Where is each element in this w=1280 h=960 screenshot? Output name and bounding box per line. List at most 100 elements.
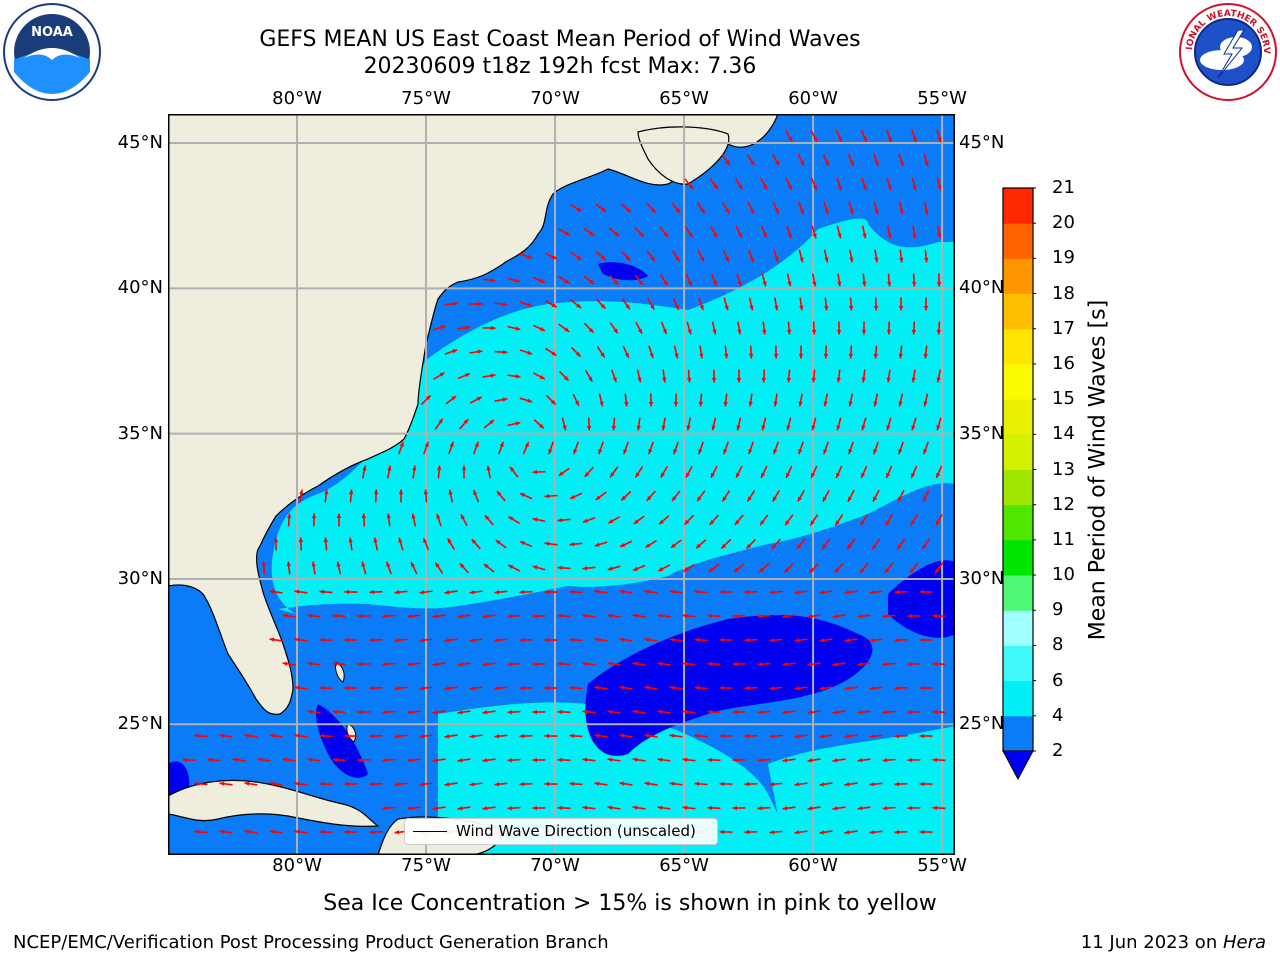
- wind-wave-arrow: [848, 249, 854, 263]
- wind-wave-arrow: [570, 299, 582, 309]
- wind-wave-arrow: [694, 637, 708, 643]
- chart-title: GEFS MEAN US East Coast Mean Period of W…: [259, 27, 861, 52]
- wind-wave-arrow: [869, 830, 883, 835]
- wind-wave-arrow: [533, 419, 545, 429]
- wind-wave-arrow: [482, 758, 496, 763]
- colorbar-tick-label: 19: [1052, 247, 1075, 269]
- land-cuba: [168, 779, 380, 827]
- wind-wave-arrow: [794, 638, 808, 643]
- wind-wave-arrow: [269, 733, 283, 738]
- wind-wave-arrow: [757, 613, 771, 619]
- wind-wave-arrow: [871, 538, 881, 550]
- wind-wave-arrow: [919, 781, 933, 787]
- colorbar-segment: [1003, 258, 1033, 295]
- wind-wave-arrow: [624, 393, 629, 407]
- wind-wave-arrow: [923, 201, 929, 215]
- wind-wave-arrow: [719, 685, 733, 691]
- wind-wave-arrow: [582, 566, 596, 571]
- wind-wave-arrow: [369, 733, 383, 739]
- wind-wave-arrow: [282, 613, 296, 618]
- wind-wave-arrow: [823, 345, 829, 359]
- footer-host: Hera: [1222, 932, 1266, 953]
- land-north-america: [168, 114, 779, 715]
- wind-wave-arrow: [846, 538, 856, 550]
- wind-wave-arrow: [469, 349, 483, 354]
- wind-wave-arrow: [459, 562, 469, 574]
- wind-wave-arrow: [786, 417, 792, 431]
- wind-wave-arrow: [412, 465, 417, 479]
- wind-wave-arrow: [457, 372, 471, 380]
- wind-wave-arrow: [847, 489, 855, 503]
- wind-wave-arrow: [760, 177, 768, 191]
- wind-wave-arrow: [436, 513, 442, 527]
- wind-wave-arrow: [710, 225, 718, 239]
- wind-wave-arrow: [548, 441, 554, 455]
- wind-wave-arrow: [885, 465, 893, 479]
- wind-wave-arrow: [648, 441, 654, 455]
- colorbar-label: Mean Period of Wind Waves [s]: [1085, 299, 1111, 641]
- wind-wave-arrow: [494, 734, 508, 739]
- lat-tick-label: 40°N: [959, 277, 1005, 299]
- wind-wave-arrow: [857, 806, 871, 811]
- wind-wave-arrow: [420, 394, 432, 406]
- wind-wave-arrow: [582, 805, 596, 810]
- wind-wave-arrow: [671, 250, 681, 262]
- wind-wave-arrow: [869, 782, 883, 787]
- wind-wave-arrow: [635, 321, 643, 335]
- wind-wave-arrow: [932, 661, 946, 667]
- wind-wave-arrow: [922, 489, 930, 503]
- wind-wave-arrow: [923, 297, 929, 311]
- wind-wave-arrow: [644, 637, 658, 642]
- lon-tick-label: 80°W: [272, 88, 322, 109]
- wind-wave-arrow: [532, 613, 546, 619]
- wind-wave-arrow: [507, 374, 521, 379]
- wind-wave-arrow: [269, 637, 283, 642]
- wind-wave-arrow: [361, 465, 367, 479]
- wind-wave-arrow: [782, 806, 796, 811]
- wind-wave-arrow: [648, 393, 654, 407]
- wind-wave-arrow: [873, 345, 879, 359]
- wind-wave-arrow: [873, 441, 879, 455]
- wind-wave-arrow: [811, 321, 817, 335]
- wind-wave-arrow: [394, 686, 408, 691]
- wind-wave-arrow: [794, 830, 808, 835]
- wind-wave-arrow: [611, 417, 617, 431]
- wind-wave-arrow: [282, 757, 296, 762]
- wind-wave-arrow: [873, 153, 879, 167]
- wind-wave-arrow: [686, 321, 692, 335]
- wind-wave-arrow: [269, 829, 283, 834]
- wind-wave-arrow: [673, 393, 679, 407]
- wind-wave-arrow: [486, 465, 491, 479]
- wind-wave-arrow: [769, 686, 783, 691]
- wind-wave-arrow: [219, 781, 233, 786]
- wind-wave-arrow: [557, 228, 571, 236]
- wind-wave-arrow: [507, 613, 521, 619]
- wind-wave-arrow: [719, 733, 733, 739]
- wind-wave-arrow: [932, 709, 946, 715]
- wind-wave-arrow: [323, 537, 328, 551]
- wind-wave-arrow: [907, 757, 921, 763]
- wind-wave-arrow: [483, 563, 495, 573]
- wind-wave-arrow: [646, 250, 656, 262]
- wind-wave-arrow: [736, 273, 742, 287]
- wind-wave-arrow: [658, 515, 670, 525]
- wind-wave-arrow: [823, 393, 829, 407]
- wind-wave-arrow: [182, 757, 196, 763]
- wind-wave-arrow: [569, 542, 583, 547]
- wind-wave-arrow: [620, 490, 632, 502]
- wind-wave-arrow: [686, 417, 692, 431]
- wind-wave-arrow: [782, 614, 796, 619]
- colorbar-tick-label: 21: [1052, 177, 1075, 198]
- wind-wave-arrow: [644, 733, 658, 738]
- wind-wave-arrow: [872, 489, 880, 503]
- wind-wave-arrow: [457, 710, 471, 715]
- lat-tick-label: 35°N: [117, 422, 163, 444]
- wind-wave-arrow: [319, 781, 333, 787]
- wind-wave-arrow: [732, 805, 746, 811]
- wind-wave-arrow: [848, 393, 854, 407]
- wind-wave-arrow: [819, 686, 833, 691]
- wind-wave-arrow: [832, 614, 846, 619]
- wind-wave-arrow: [774, 297, 779, 311]
- wind-wave-arrow: [398, 537, 404, 551]
- wind-wave-arrow: [357, 613, 371, 619]
